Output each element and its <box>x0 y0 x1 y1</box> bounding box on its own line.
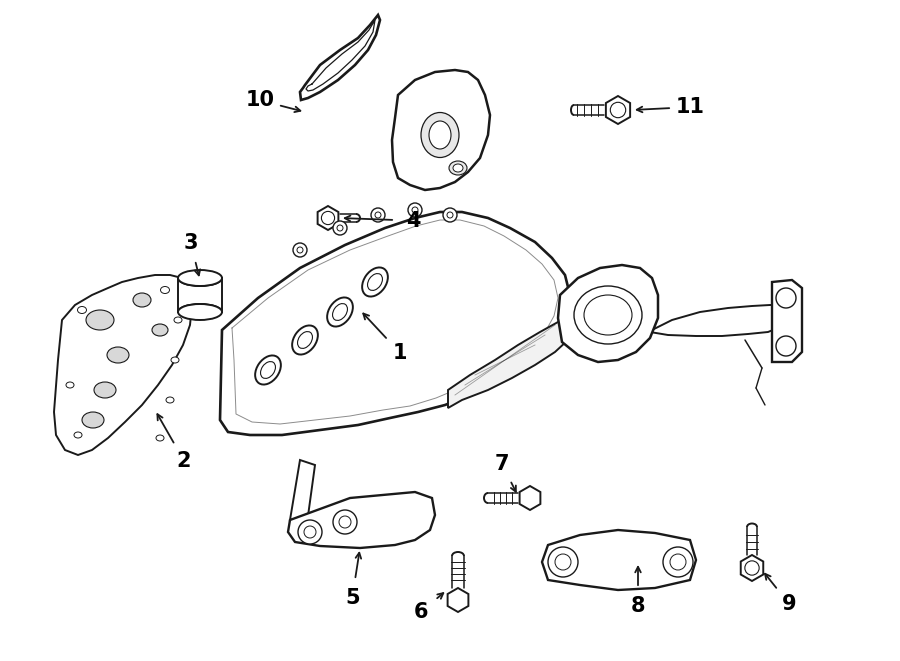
Ellipse shape <box>327 297 353 327</box>
Ellipse shape <box>174 317 182 323</box>
Text: 9: 9 <box>782 594 796 614</box>
Text: 6: 6 <box>414 602 428 621</box>
Text: 1: 1 <box>393 343 408 363</box>
Ellipse shape <box>82 412 104 428</box>
Ellipse shape <box>449 161 467 175</box>
Polygon shape <box>318 206 338 230</box>
Circle shape <box>670 554 686 570</box>
Circle shape <box>447 212 453 218</box>
Ellipse shape <box>107 347 129 363</box>
Ellipse shape <box>66 382 74 388</box>
Polygon shape <box>519 486 540 510</box>
Circle shape <box>304 526 316 538</box>
Circle shape <box>371 208 385 222</box>
Polygon shape <box>448 315 568 408</box>
Polygon shape <box>650 305 778 336</box>
Ellipse shape <box>171 357 179 363</box>
Polygon shape <box>178 278 222 312</box>
Polygon shape <box>392 70 490 190</box>
Ellipse shape <box>574 286 642 344</box>
Ellipse shape <box>255 356 281 385</box>
Circle shape <box>298 520 322 544</box>
Polygon shape <box>288 492 435 548</box>
Circle shape <box>293 243 307 257</box>
Ellipse shape <box>133 293 151 307</box>
Circle shape <box>375 212 381 218</box>
Circle shape <box>745 561 760 575</box>
Ellipse shape <box>166 397 174 403</box>
Polygon shape <box>606 96 630 124</box>
Ellipse shape <box>74 432 82 438</box>
Ellipse shape <box>178 304 222 320</box>
Text: 3: 3 <box>184 233 198 253</box>
Ellipse shape <box>260 362 275 379</box>
Ellipse shape <box>292 325 318 354</box>
Circle shape <box>408 203 422 217</box>
Polygon shape <box>741 555 763 581</box>
Text: 8: 8 <box>631 596 645 616</box>
Circle shape <box>412 207 418 213</box>
Text: 10: 10 <box>246 91 275 110</box>
Ellipse shape <box>156 435 164 441</box>
Ellipse shape <box>362 268 388 297</box>
Ellipse shape <box>367 274 382 290</box>
Circle shape <box>337 225 343 231</box>
Ellipse shape <box>429 121 451 149</box>
Circle shape <box>776 336 796 356</box>
Polygon shape <box>54 275 192 455</box>
Circle shape <box>333 510 357 534</box>
Text: 2: 2 <box>176 451 191 471</box>
Circle shape <box>555 554 571 570</box>
Text: 4: 4 <box>406 211 420 231</box>
Ellipse shape <box>94 382 116 398</box>
Ellipse shape <box>332 303 347 321</box>
Ellipse shape <box>178 270 222 286</box>
Text: 11: 11 <box>676 97 705 117</box>
Ellipse shape <box>160 286 169 293</box>
Ellipse shape <box>86 310 114 330</box>
Circle shape <box>610 102 626 118</box>
Circle shape <box>297 247 303 253</box>
Polygon shape <box>290 460 315 520</box>
Polygon shape <box>558 265 658 362</box>
Circle shape <box>443 208 457 222</box>
Ellipse shape <box>453 164 463 172</box>
Ellipse shape <box>152 324 168 336</box>
Polygon shape <box>542 530 696 590</box>
Circle shape <box>663 547 693 577</box>
Circle shape <box>321 212 335 225</box>
Polygon shape <box>220 212 570 435</box>
Circle shape <box>776 288 796 308</box>
Polygon shape <box>447 588 468 612</box>
Polygon shape <box>772 280 802 362</box>
Circle shape <box>339 516 351 528</box>
Ellipse shape <box>298 332 312 348</box>
Polygon shape <box>300 15 380 100</box>
Circle shape <box>548 547 578 577</box>
Circle shape <box>333 221 347 235</box>
Text: 7: 7 <box>495 454 509 474</box>
Ellipse shape <box>77 307 86 313</box>
Text: 5: 5 <box>345 588 359 607</box>
Ellipse shape <box>584 295 632 335</box>
Ellipse shape <box>421 112 459 157</box>
